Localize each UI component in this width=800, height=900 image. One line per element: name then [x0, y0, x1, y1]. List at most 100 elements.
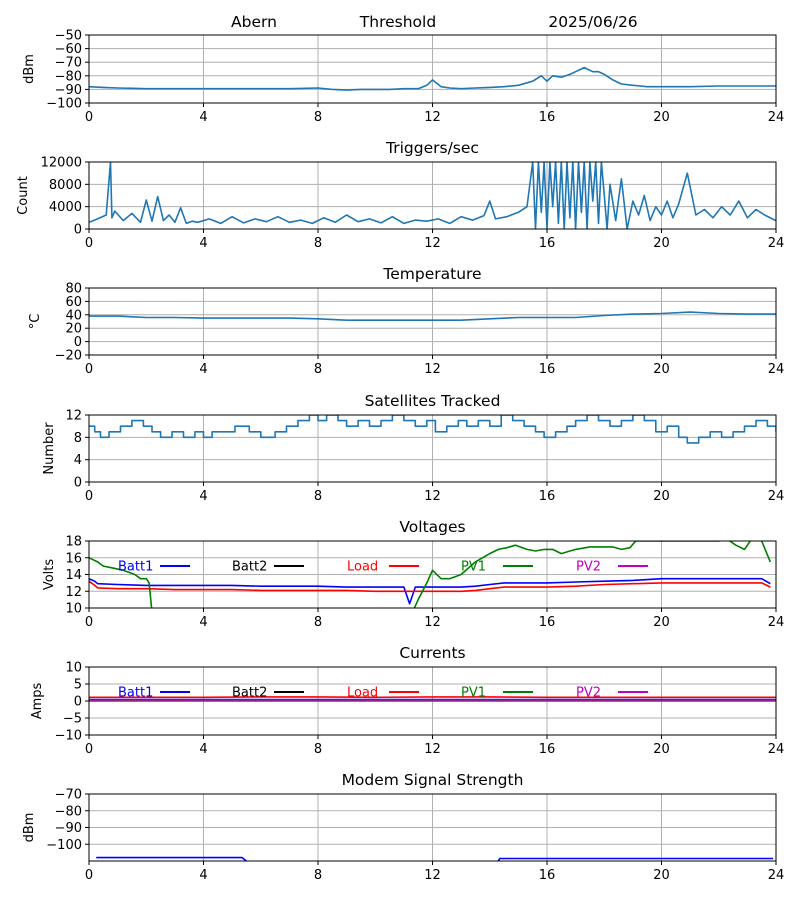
x-tick-label: 8 — [314, 868, 322, 883]
y-tick-label: 12 — [65, 585, 82, 600]
y-tick-label: −80 — [55, 69, 82, 84]
y-tick-label: 0 — [74, 695, 82, 710]
panel-title: Currents — [399, 644, 465, 662]
x-tick-label: 12 — [424, 742, 441, 757]
legend-label-load: Load — [347, 560, 378, 575]
y-tick-label: −20 — [55, 349, 82, 364]
plot-area — [89, 66, 776, 91]
y-tick-label: 14 — [65, 568, 82, 583]
series-line-threshold-0 — [89, 66, 776, 91]
x-tick-label: 8 — [314, 615, 322, 630]
x-tick-label: 8 — [314, 110, 322, 125]
legend-label-load: Load — [347, 686, 378, 701]
x-tick-label: 12 — [424, 362, 441, 377]
header-date: 2025/06/26 — [548, 13, 637, 31]
y-tick-label: 0 — [74, 335, 82, 350]
x-tick-label: 24 — [768, 868, 785, 883]
y-axis-label: Amps — [30, 682, 45, 719]
panel-title: Modem Signal Strength — [342, 771, 524, 789]
x-tick-label: 20 — [653, 236, 670, 251]
y-axis-label: °C — [28, 314, 43, 330]
x-tick-label: 16 — [539, 489, 556, 504]
legend-label-batt2: Batt2 — [232, 560, 267, 575]
y-tick-label: 18 — [65, 535, 82, 550]
x-tick-label: 16 — [539, 615, 556, 630]
panel-title: Satellites Tracked — [365, 392, 501, 410]
series-line-satellites-0 — [89, 415, 776, 444]
x-tick-label: 16 — [539, 110, 556, 125]
panel-satellites: 0 4 8 12 16 20 24 0 4 8 12 Satellites Tracked Number — [42, 392, 784, 504]
x-tick-label: 4 — [199, 236, 207, 251]
x-tick-label: 12 — [424, 236, 441, 251]
series-line-modem-0 — [497, 857, 774, 861]
y-axis-label: dBm — [22, 813, 37, 843]
x-tick-label: 24 — [768, 362, 785, 377]
legend-label-batt1: Batt1 — [118, 686, 153, 701]
legend-label-pv2: PV2 — [576, 686, 601, 701]
x-tick-label: 4 — [199, 742, 207, 757]
panel-threshold: 0 4 8 12 16 20 24 −100−90−80−70−60−50 dBm — [22, 29, 784, 126]
x-tick-label: 4 — [199, 110, 207, 125]
y-tick-label: 80 — [65, 282, 82, 297]
plot-area — [89, 311, 776, 321]
panel-title: Triggers/sec — [385, 139, 479, 157]
x-tick-label: 0 — [85, 868, 93, 883]
y-tick-label: 12 — [65, 409, 82, 424]
y-tick-label: 0 — [74, 476, 82, 491]
y-axis-label: dBm — [22, 54, 37, 84]
header-station: Abern — [231, 13, 277, 31]
series-line-pv1 — [89, 541, 772, 608]
x-tick-label: 16 — [539, 742, 556, 757]
x-tick-label: 4 — [199, 615, 207, 630]
legend-label-batt1: Batt1 — [118, 560, 153, 575]
x-tick-label: 4 — [199, 868, 207, 883]
header-mode: Threshold — [359, 13, 436, 31]
y-tick-label: −70 — [55, 788, 82, 803]
series-line-batt1 — [89, 577, 771, 605]
x-tick-label: 12 — [424, 868, 441, 883]
x-tick-label: 8 — [314, 489, 322, 504]
y-tick-label: 12000 — [41, 156, 82, 171]
series-line-temperature-0 — [89, 311, 776, 321]
x-tick-label: 12 — [424, 489, 441, 504]
y-axis-label: Number — [42, 422, 57, 475]
series-line-triggers-0 — [89, 162, 776, 229]
x-tick-label: 20 — [653, 742, 670, 757]
y-tick-label: −10 — [55, 729, 82, 744]
y-tick-label: 4 — [74, 453, 82, 468]
y-axis-label: Count — [16, 176, 31, 215]
panel-title: Temperature — [382, 265, 481, 283]
legend-label-batt2: Batt2 — [232, 686, 267, 701]
y-tick-label: 4000 — [49, 200, 82, 215]
y-tick-label: 10 — [65, 602, 82, 617]
y-tick-label: −100 — [46, 838, 82, 853]
x-tick-label: 20 — [653, 362, 670, 377]
x-tick-label: 16 — [539, 236, 556, 251]
plot-area — [96, 856, 774, 861]
x-tick-label: 24 — [768, 236, 785, 251]
legend-label-pv2: PV2 — [576, 560, 601, 575]
panel-triggers: 0 4 8 12 16 20 24 0 4000 8000 12000 Triggers/sec Cou… — [16, 139, 784, 251]
plot-area — [89, 162, 776, 229]
x-tick-label: 24 — [768, 615, 785, 630]
series-line-load — [89, 580, 771, 593]
x-tick-label: 0 — [85, 110, 93, 125]
y-tick-label: −90 — [55, 83, 82, 98]
y-tick-label: −80 — [55, 804, 82, 819]
y-tick-label: −70 — [55, 56, 82, 71]
y-tick-label: −100 — [46, 97, 82, 112]
x-tick-label: 0 — [85, 489, 93, 504]
y-axis-label: Volts — [42, 559, 57, 591]
y-tick-label: 10 — [65, 661, 82, 676]
x-tick-label: 8 — [314, 742, 322, 757]
y-tick-label: 8000 — [49, 178, 82, 193]
x-tick-label: 12 — [424, 110, 441, 125]
y-tick-label: 16 — [65, 551, 82, 566]
x-tick-label: 16 — [539, 362, 556, 377]
plot-area — [89, 696, 776, 702]
x-tick-label: 0 — [85, 615, 93, 630]
y-tick-label: 0 — [74, 223, 82, 238]
